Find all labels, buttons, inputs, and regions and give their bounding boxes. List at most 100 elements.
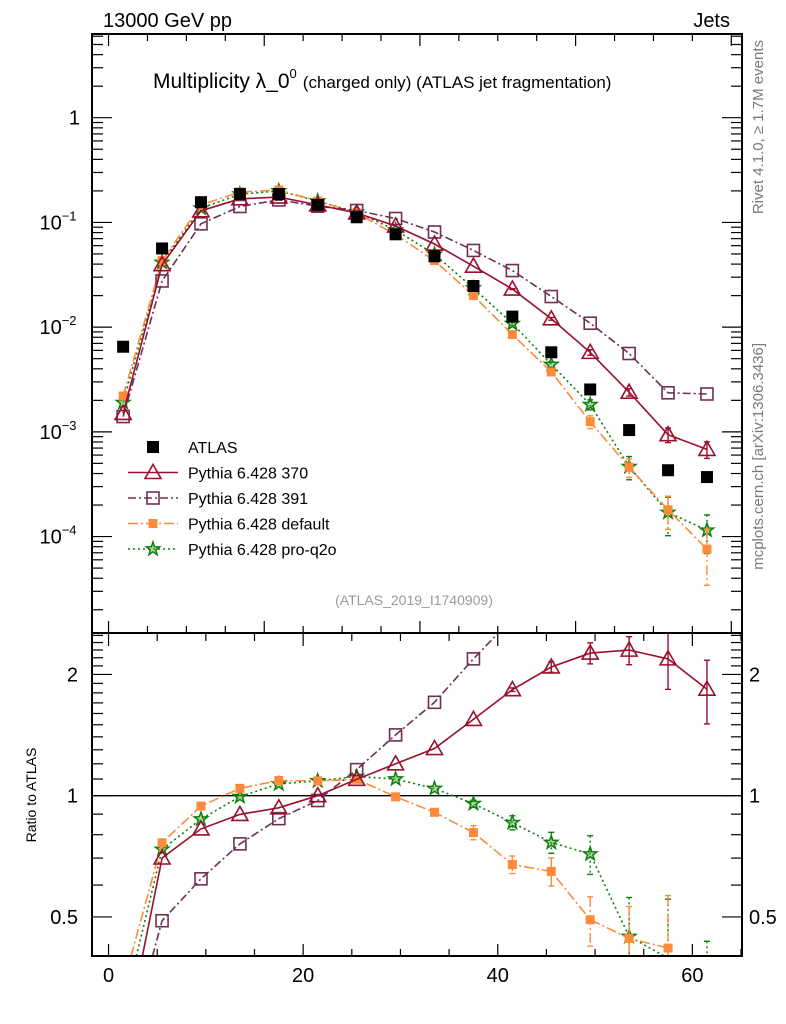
data-point-pythia-6-428-391: [622, 346, 636, 361]
legend-marker: [144, 539, 162, 557]
ratio-y-tick-label-right: 0.5: [749, 907, 777, 929]
ratio-y-tick-label: 2: [67, 664, 78, 686]
ratio-point-pythia-6-428-391: [466, 652, 481, 666]
ratio-point-pythia-6-428-pro-q2o: [231, 787, 249, 805]
legend-marker: [146, 491, 160, 505]
ratio-y-tick-label: 0.5: [50, 907, 78, 929]
plot-title: Multiplicity λ_00 (charged only) (ATLAS j…: [153, 66, 611, 93]
ratio-point-pythia-6-428-391: [272, 811, 286, 826]
x-tick-label: 40: [487, 965, 509, 987]
ratio-point-pythia-6-428-default: [663, 943, 673, 953]
ratio-plot-frame: [91, 632, 743, 957]
data-point-atlas: [584, 383, 597, 396]
ratio-y-tick-label-right: 1: [749, 786, 760, 808]
title-main: Multiplicity λ_0: [153, 70, 290, 93]
legend-item-pythia-6-428-pro-q2o: Pythia 6.428 pro-q2o: [128, 539, 337, 559]
series-line-pythia-6-428-370: [122, 196, 708, 451]
ratio-point-pythia-6-428-pro-q2o: [386, 769, 405, 787]
x-tick-label: 60: [681, 965, 703, 987]
ratio-point-pythia-6-428-391: [310, 793, 325, 808]
ratio-point-pythia-6-428-default: [274, 775, 284, 785]
data-point-pythia-6-428-391: [661, 386, 675, 400]
ratio-point-pythia-6-428-370: [386, 754, 405, 771]
data-point-pythia-6-428-pro-q2o: [581, 395, 600, 413]
ratio-point-pythia-6-428-default: [507, 860, 517, 870]
legend-item-atlas: ATLAS: [147, 440, 238, 457]
data-point-pythia-6-428-391: [194, 217, 208, 231]
data-point-atlas: [467, 280, 480, 293]
ratio-point-pythia-6-428-391: [155, 913, 169, 928]
legend-marker: [148, 519, 158, 528]
energy-label: 13000 GeV pp: [103, 10, 232, 32]
process-label: Jets: [693, 10, 730, 32]
legend-item-pythia-6-428-370: Pythia 6.428 370: [128, 462, 308, 483]
legend-item-pythia-6-428-391: Pythia 6.428 391: [128, 491, 308, 508]
y-tick-label: 10−2: [39, 313, 76, 339]
ratio-point-pythia-6-428-default: [196, 801, 206, 811]
title-subtitle: (charged only) (ATLAS jet fragmentation): [303, 73, 612, 92]
data-point-pythia-6-428-391: [505, 263, 520, 278]
mcplots-label: mcplots.cern.ch [arXiv:1306.3436]: [750, 343, 767, 570]
data-point-pythia-6-428-370: [541, 309, 561, 326]
series-line-pythia-6-428-default: [122, 189, 708, 550]
y-tick-base: 10: [39, 422, 61, 444]
title-superscript: 0: [290, 66, 297, 81]
ratio-point-pythia-6-428-370: [541, 657, 561, 674]
data-point-atlas: [545, 346, 558, 359]
ratio-point-pythia-6-428-pro-q2o: [503, 813, 522, 831]
rivet-label: Rivet 4.1.0, ≥ 1.7M events: [750, 40, 767, 214]
analysis-label: (ATLAS_2019_I1740909): [335, 592, 493, 608]
data-point-atlas: [156, 242, 169, 255]
ratio-plot-marks: [92, 634, 742, 956]
series-line-pythia-6-428-391: [122, 199, 708, 417]
y-tick-base: 10: [39, 212, 61, 234]
data-point-pythia-6-428-default: [118, 391, 128, 401]
legend-label: Pythia 6.428 370: [188, 466, 308, 483]
ratio-point-pythia-6-428-370: [191, 819, 211, 836]
data-point-atlas: [117, 340, 130, 353]
ratio-point-pythia-6-428-pro-q2o: [192, 809, 210, 827]
ratio-point-pythia-6-428-default: [391, 792, 401, 802]
legend-label: Pythia 6.428 default: [188, 517, 330, 534]
data-point-pythia-6-428-370: [113, 403, 133, 421]
data-point-atlas: [233, 187, 246, 200]
y-tick-base: 10: [39, 527, 61, 549]
ratio-point-pythia-6-428-370: [347, 769, 367, 787]
data-point-pythia-6-428-391: [700, 387, 714, 401]
data-point-atlas: [350, 211, 363, 224]
data-point-pythia-6-428-370: [191, 201, 211, 218]
legend-item-pythia-6-428-default: Pythia 6.428 default: [128, 517, 330, 534]
data-point-pythia-6-428-391: [233, 199, 247, 214]
ratio-point-pythia-6-428-370: [464, 709, 483, 727]
x-tick-label: 0: [103, 965, 114, 987]
ratio-point-pythia-6-428-391: [388, 728, 403, 742]
ratio-point-pythia-6-428-370: [502, 680, 522, 697]
ratio-point-pythia-6-428-391: [349, 762, 364, 777]
data-point-pythia-6-428-391: [583, 316, 598, 331]
data-point-atlas: [428, 250, 441, 263]
ratio-point-pythia-6-428-391: [427, 695, 442, 710]
ratio-point-pythia-6-428-default: [157, 838, 167, 848]
main-plot-marks: [113, 181, 717, 587]
ratio-ylabel: Ratio to ATLAS: [23, 748, 39, 843]
legend: ATLAS Pythia 6.428 370 Pythia 6.428 391 Pyt…: [128, 440, 337, 559]
ratio-point-pythia-6-428-default: [430, 807, 440, 817]
data-point-atlas: [311, 198, 324, 211]
ratio-point-pythia-6-428-391: [233, 837, 247, 851]
data-point-atlas: [194, 196, 207, 209]
data-point-atlas: [662, 464, 675, 477]
ratio-y-tick-label: 1: [67, 786, 78, 808]
ratio-point-pythia-6-428-370: [580, 643, 600, 660]
data-point-pythia-6-428-370: [658, 425, 678, 442]
ratio-point-pythia-6-428-370: [697, 679, 717, 697]
ratio-point-pythia-6-428-pro-q2o: [542, 833, 561, 851]
data-point-pythia-6-428-default: [663, 505, 673, 515]
data-point-pythia-6-428-default: [507, 330, 517, 340]
ratio-point-pythia-6-428-370: [269, 798, 289, 815]
data-point-pythia-6-428-370: [619, 382, 639, 400]
data-point-pythia-6-428-391: [544, 289, 559, 304]
y-tick-exponent: −1: [62, 208, 77, 223]
data-point-pythia-6-428-391: [155, 274, 169, 288]
y-tick-base: 1: [69, 108, 80, 130]
